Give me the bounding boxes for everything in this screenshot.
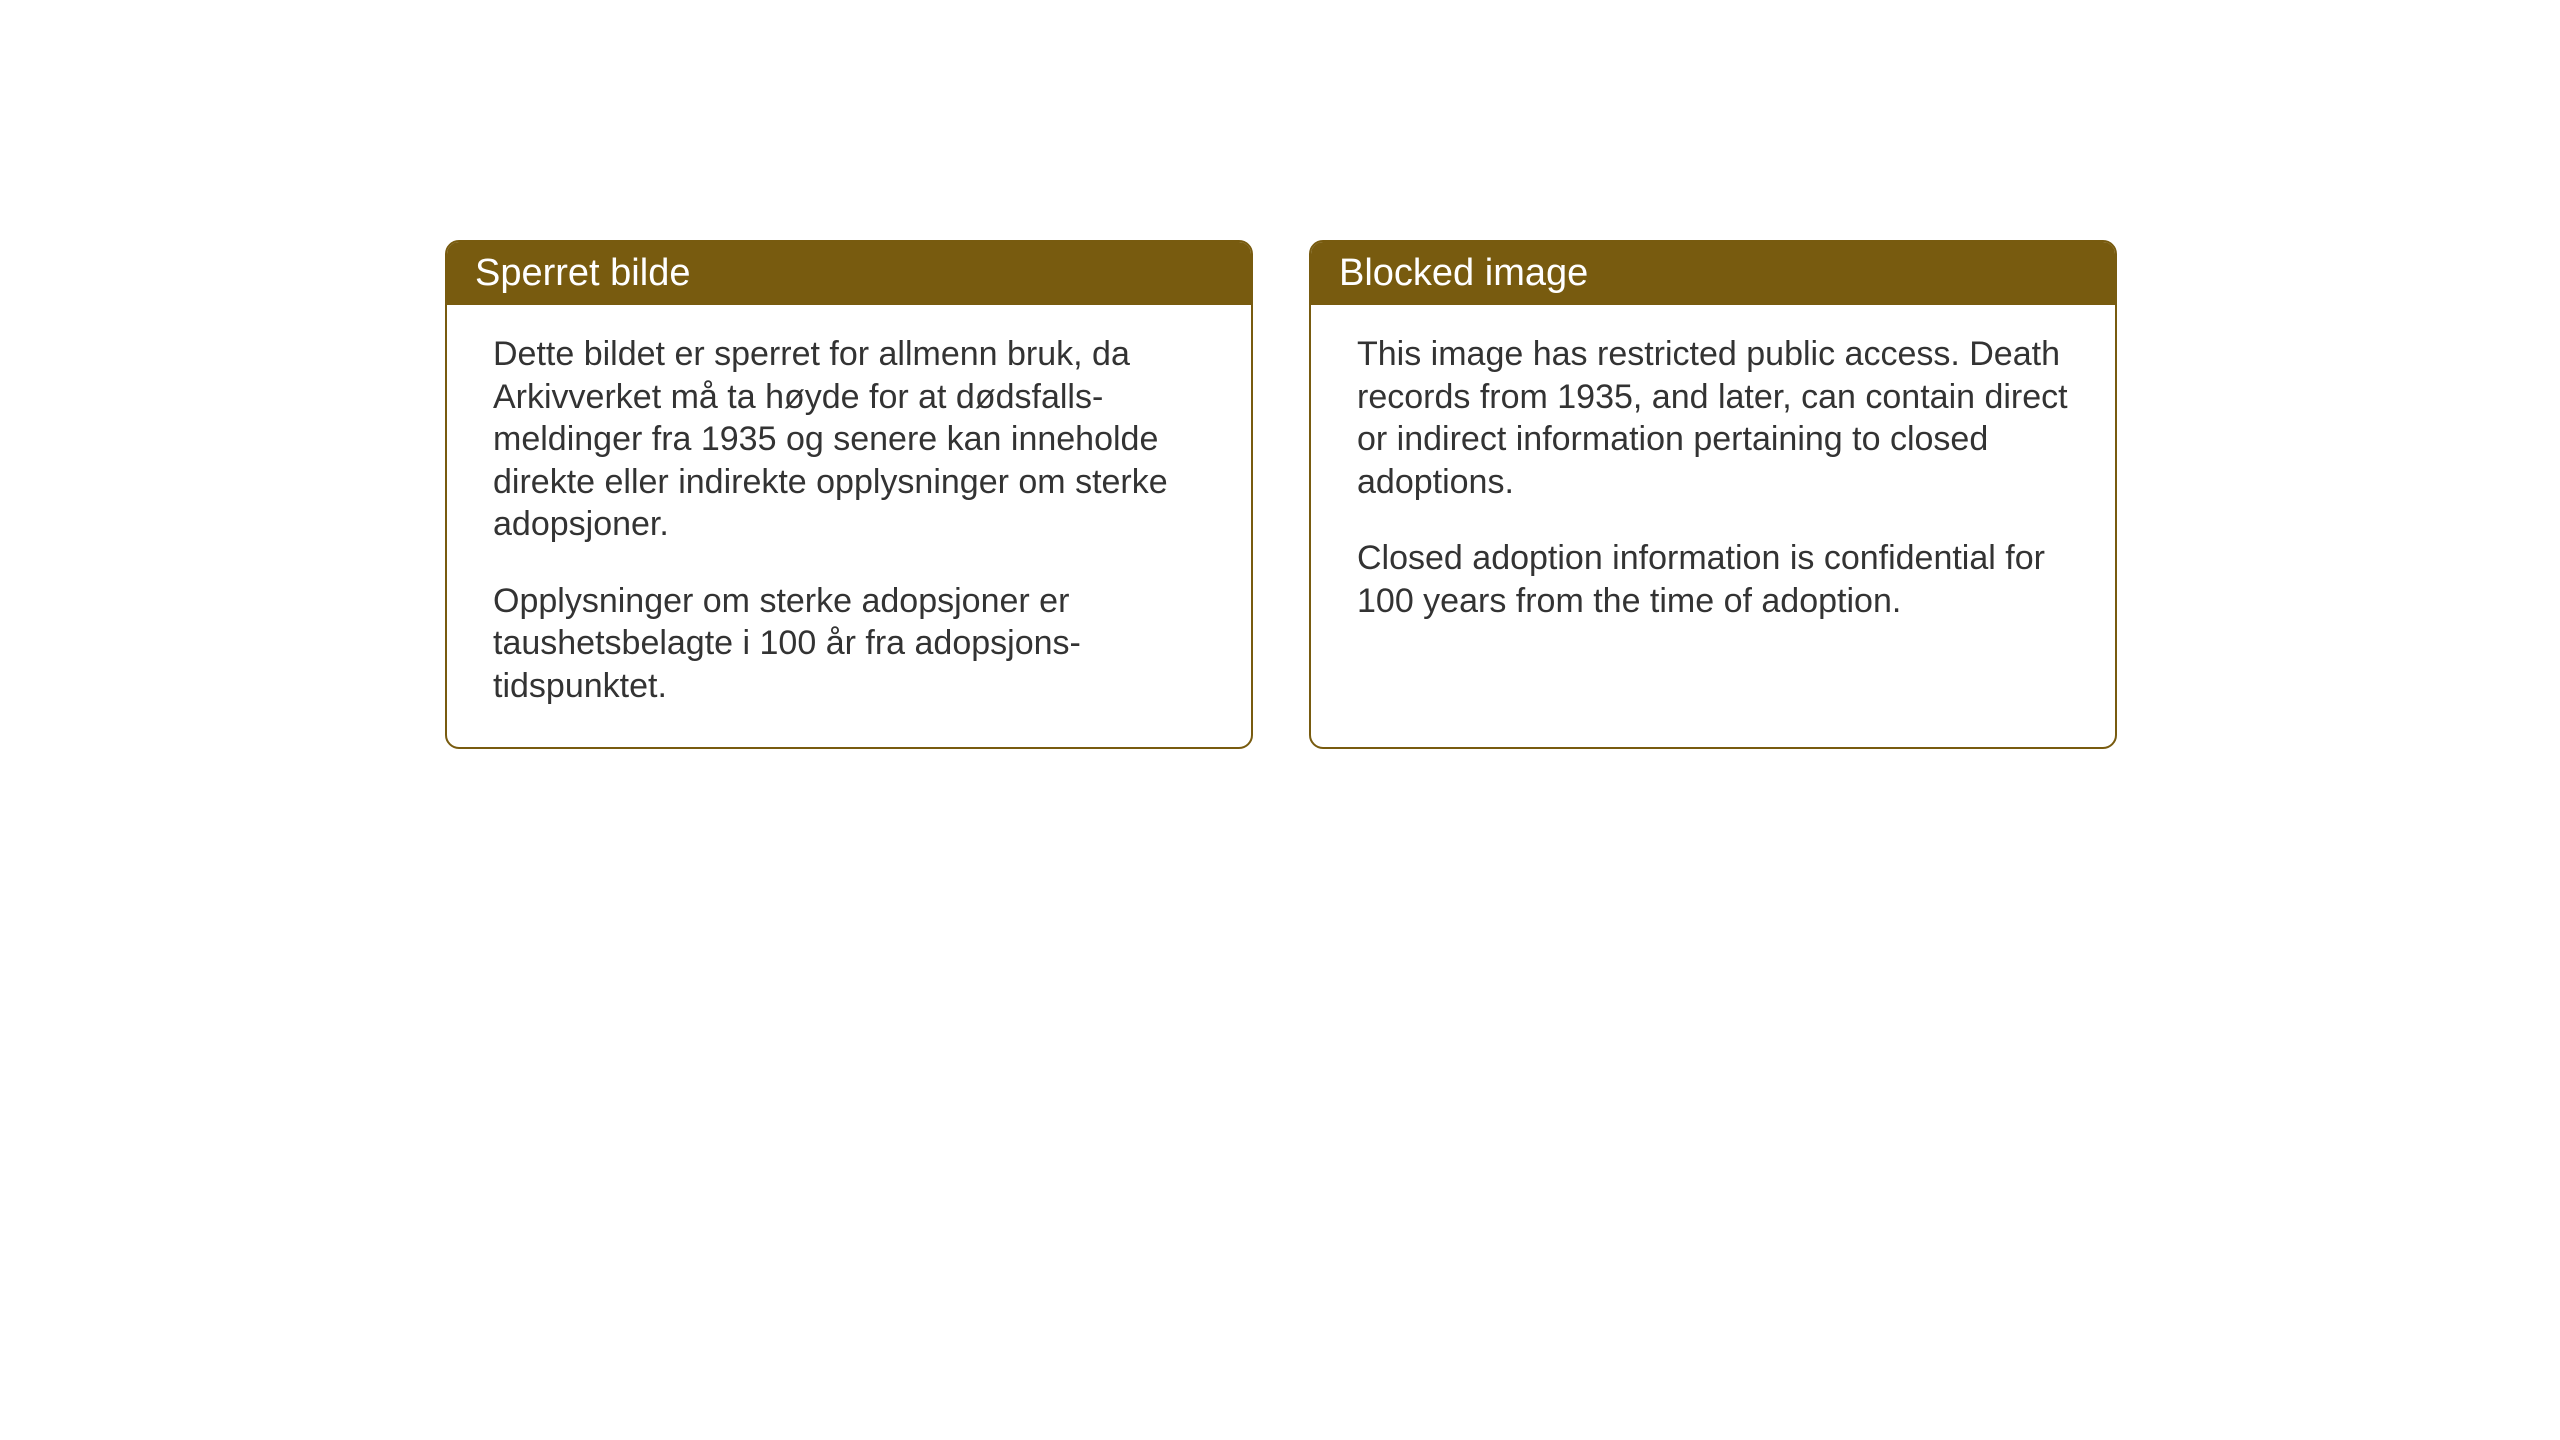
card-title: Sperret bilde [475, 252, 690, 294]
card-english: Blocked image This image has restricted … [1309, 240, 2117, 749]
cards-container: Sperret bilde Dette bildet er sperret fo… [445, 240, 2117, 749]
card-paragraph-1: Dette bildet er sperret for allmenn bruk… [493, 333, 1205, 546]
card-paragraph-2: Closed adoption information is confident… [1357, 537, 2069, 622]
card-title: Blocked image [1339, 252, 1588, 294]
card-body-english: This image has restricted public access.… [1311, 305, 2115, 662]
card-header-norwegian: Sperret bilde [447, 242, 1251, 305]
card-paragraph-1: This image has restricted public access.… [1357, 333, 2069, 503]
card-header-english: Blocked image [1311, 242, 2115, 305]
card-norwegian: Sperret bilde Dette bildet er sperret fo… [445, 240, 1253, 749]
card-body-norwegian: Dette bildet er sperret for allmenn bruk… [447, 305, 1251, 747]
card-paragraph-2: Opplysninger om sterke adopsjoner er tau… [493, 580, 1205, 708]
